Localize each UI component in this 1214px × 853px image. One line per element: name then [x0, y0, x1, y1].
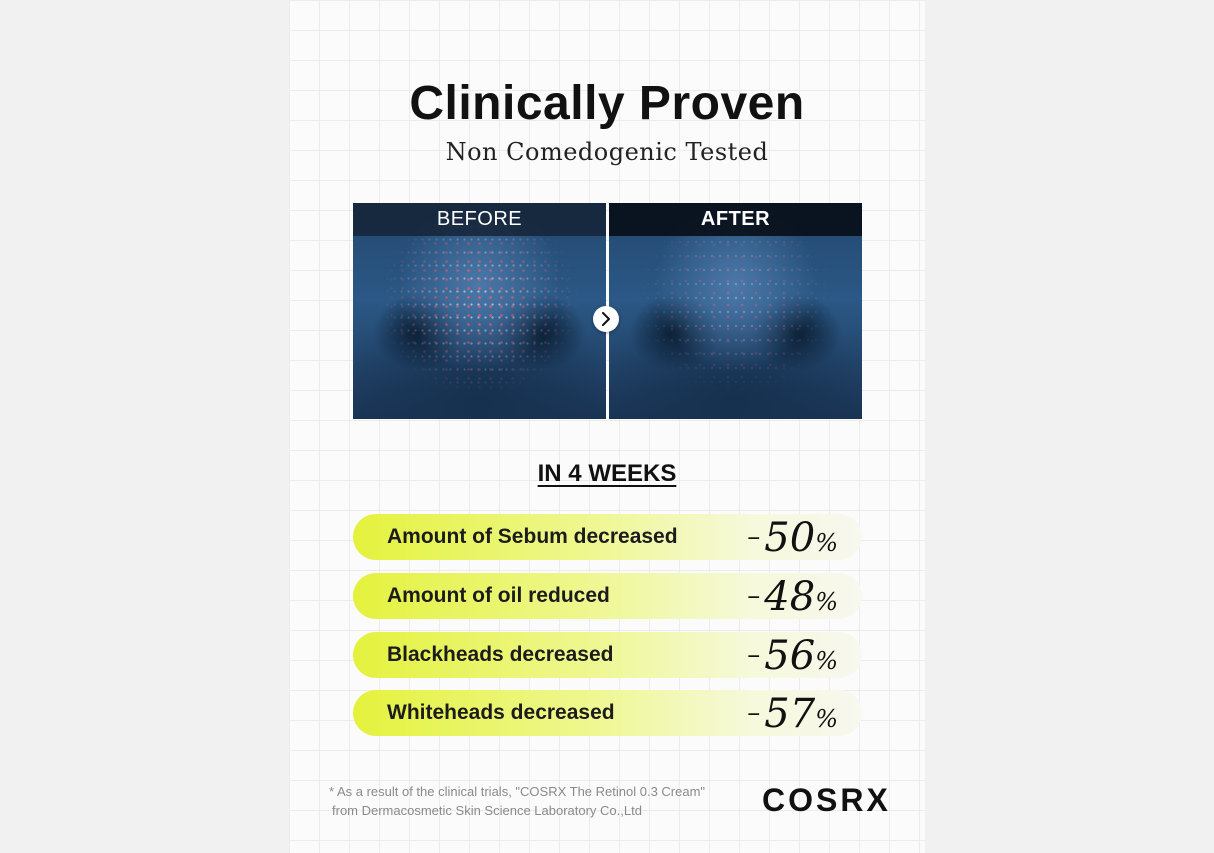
skin-texture: [609, 203, 862, 419]
footnote: * As a result of the clinical trials, "C…: [329, 782, 709, 820]
infographic-panel: Clinically Proven Non Comedogenic Tested…: [289, 0, 925, 853]
stat-label: Amount of Sebum decreased: [387, 525, 678, 548]
after-photo: AFTER: [609, 203, 862, 419]
before-after-comparison: BEFORE AFTER: [353, 203, 862, 419]
before-photo: BEFORE: [353, 203, 606, 419]
stat-pill-sebum: Amount of Sebum decreased –50%: [353, 514, 862, 561]
stat-label: Amount of oil reduced: [387, 584, 610, 607]
period-heading: IN 4 WEEKS: [537, 460, 677, 487]
after-label: AFTER: [609, 203, 862, 236]
stat-value: –50%: [747, 515, 838, 561]
skin-texture: [353, 203, 606, 419]
chevron-right-icon: [593, 306, 619, 332]
stat-label: Whiteheads decreased: [387, 701, 615, 724]
brand-logo: COSRX: [762, 782, 891, 818]
stat-value: –56%: [747, 633, 838, 679]
stat-value: –57%: [747, 691, 838, 737]
stat-label: Blackheads decreased: [387, 643, 614, 666]
stat-pill-oil: Amount of oil reduced –48%: [353, 573, 862, 620]
page-title: Clinically Proven: [409, 77, 805, 130]
stat-pill-blackheads: Blackheads decreased –56%: [353, 632, 862, 679]
page-subtitle: Non Comedogenic Tested: [445, 138, 769, 166]
stat-value: –48%: [747, 574, 838, 620]
before-label: BEFORE: [353, 203, 606, 236]
footnote-line-1: * As a result of the clinical trials, "C…: [329, 784, 706, 799]
stat-pill-whiteheads: Whiteheads decreased –57%: [353, 690, 862, 737]
footnote-line-2: from Dermacosmetic Skin Science Laborato…: [332, 803, 642, 818]
